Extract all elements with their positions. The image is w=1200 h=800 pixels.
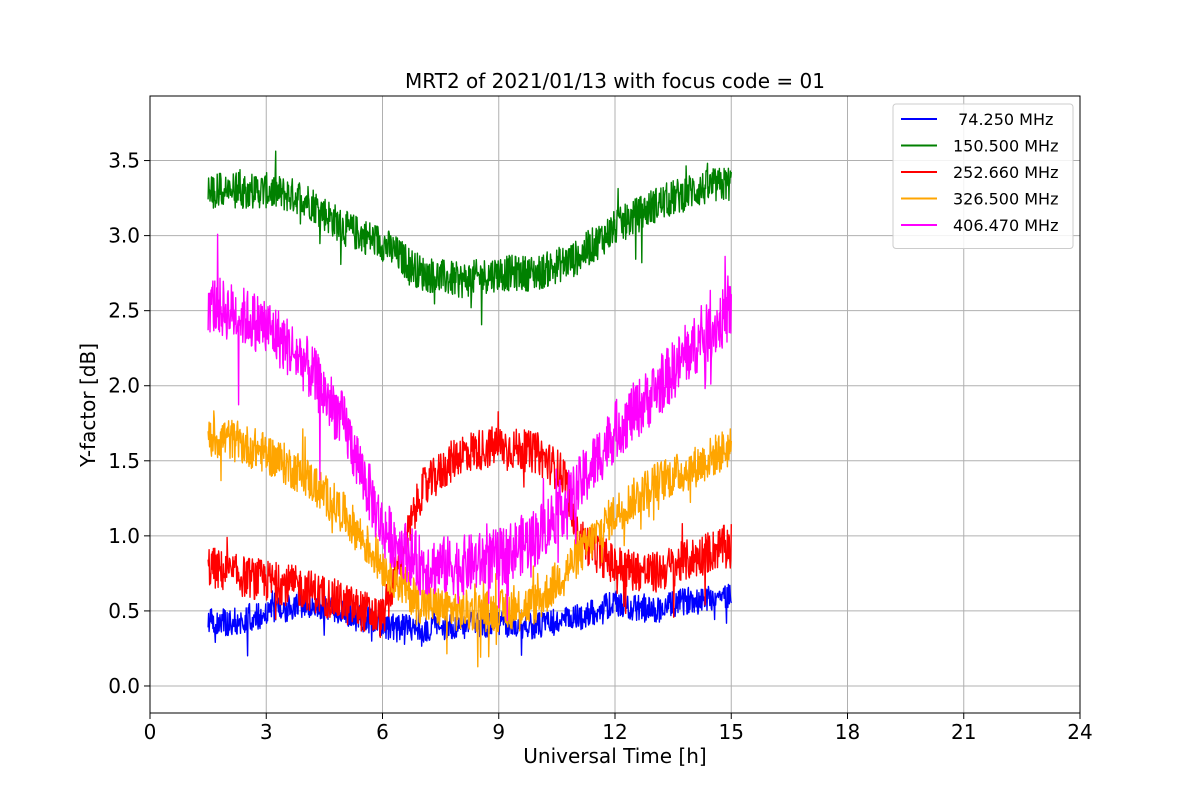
legend-label: 74.250 MHz: [953, 110, 1053, 129]
x-tick-label: 12: [602, 720, 627, 744]
x-tick-label: 3: [260, 720, 273, 744]
series-layer: [207, 150, 732, 668]
y-tick-label: 0.0: [108, 674, 140, 698]
series-line-1: [207, 150, 732, 326]
x-tick-label: 9: [492, 720, 505, 744]
x-tick-label: 18: [835, 720, 860, 744]
y-tick-label: 2.0: [108, 374, 140, 398]
y-tick-label: 0.5: [108, 599, 140, 623]
x-tick-label: 15: [719, 720, 744, 744]
x-tick-label: 21: [951, 720, 976, 744]
legend-label: 150.500 MHz: [953, 137, 1058, 156]
x-axis-label: Universal Time [h]: [523, 744, 706, 768]
chart-title: MRT2 of 2021/01/13 with focus code = 01: [405, 69, 825, 93]
x-tick-label: 24: [1067, 720, 1092, 744]
y-axis: 0.0 0.5 1.0 1.5 2.0 2.5 3.0 3.5: [108, 149, 150, 698]
y-tick-label: 1.0: [108, 524, 140, 548]
x-tick-label: 6: [376, 720, 389, 744]
legend: 74.250 MHz 150.500 MHz 252.660 MHz 326.500 …: [892, 103, 1074, 249]
legend-frame: [892, 103, 1074, 249]
x-tick-label: 0: [144, 720, 157, 744]
y-tick-label: 1.5: [108, 449, 140, 473]
legend-label: 326.500 MHz: [953, 190, 1058, 209]
series-line-2: [207, 411, 732, 639]
y-tick-label: 3.0: [108, 224, 140, 248]
x-axis: 0 3 6 9 12 15 18 21 24: [144, 713, 1093, 744]
legend-label: 252.660 MHz: [953, 163, 1058, 182]
legend-label: 406.470 MHz: [953, 216, 1058, 235]
y-axis-label: Y-factor [dB]: [76, 343, 100, 468]
y-tick-label: 3.5: [108, 149, 140, 173]
series-line-4: [207, 233, 732, 622]
series-line-3: [207, 410, 732, 668]
y-tick-label: 2.5: [108, 299, 140, 323]
